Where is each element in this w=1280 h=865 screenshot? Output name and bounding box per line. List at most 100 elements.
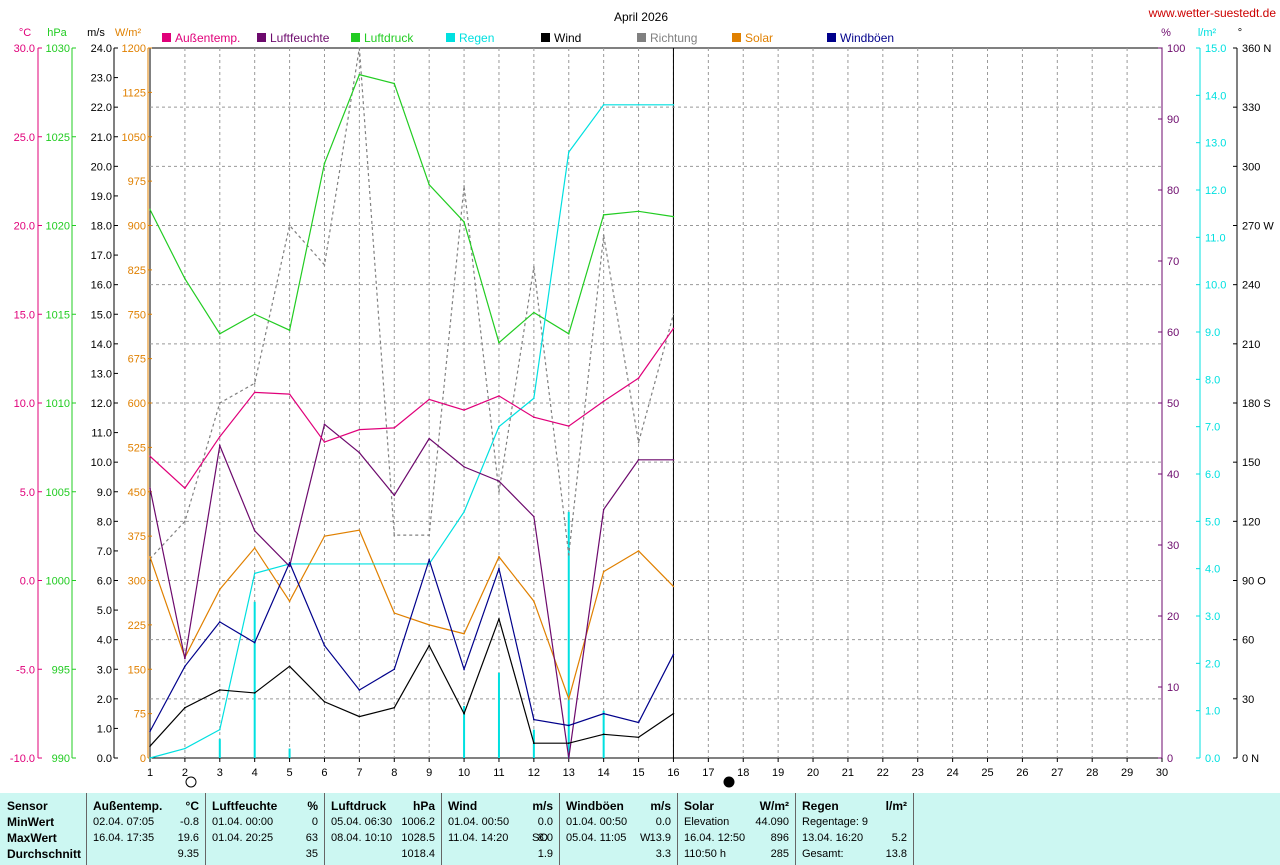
direction-line-point xyxy=(184,520,186,523)
humidity-line-point xyxy=(498,480,500,482)
humidity-line-point xyxy=(533,515,535,518)
solar-tick-label: 825 xyxy=(128,265,146,277)
wind-line-point xyxy=(498,618,500,620)
gust-line-point xyxy=(463,668,465,671)
direction-line-point xyxy=(288,224,291,227)
solar-line-point xyxy=(288,600,291,603)
legend-swatch xyxy=(637,33,646,42)
stats-solar-min: 44.090 xyxy=(755,816,789,828)
humidity-line-point xyxy=(288,565,291,568)
legend-label: Windböen xyxy=(840,31,894,45)
site-link[interactable]: www.wetter-suestedt.de xyxy=(1148,6,1277,20)
gust-line-point xyxy=(533,718,535,721)
pressure-line-point xyxy=(463,221,465,223)
gust-line-point xyxy=(393,668,396,671)
wind-tick-label: 12.0 xyxy=(91,398,112,410)
x-tick-label: 7 xyxy=(356,767,362,779)
wind-line-point xyxy=(428,644,430,647)
rain-cumulative-line-point xyxy=(463,511,465,513)
rain-cumulative-line-point xyxy=(184,747,186,750)
x-tick-label: 30 xyxy=(1156,767,1168,779)
pressure-line-point xyxy=(358,73,361,76)
rain-cumulative-line-point xyxy=(358,563,361,565)
stats-rain-max-time: 13.04. 16:20 xyxy=(802,832,864,844)
rain-cumulative-line-point xyxy=(218,728,221,731)
pressure-line-point xyxy=(288,329,291,332)
rain-cumulative-line-point xyxy=(672,104,675,106)
rain-cumulative-line-point xyxy=(602,104,605,106)
rain-tick-label: 1.0 xyxy=(1205,706,1220,718)
rain-tick-label: 5.0 xyxy=(1205,516,1220,528)
wind-tick-label: 11.0 xyxy=(91,428,112,440)
rain-cumulative-line-point xyxy=(637,104,640,106)
rain-tick-label: 13.0 xyxy=(1205,138,1226,150)
wind-line-point xyxy=(393,706,396,709)
dir-axis-unit: ° xyxy=(1238,27,1242,39)
pressure-line-point xyxy=(218,332,221,335)
direction-line-point xyxy=(672,313,675,316)
stats-wind-avg: 1.9 xyxy=(537,848,553,860)
dir-tick-label: 120 xyxy=(1242,516,1260,528)
pressure-line xyxy=(149,73,674,344)
legend: Außentemp. Luftfeuchte Luftdruck Regen Wind R… xyxy=(162,31,894,45)
x-tick-label: 22 xyxy=(877,767,889,779)
weather-chart: April 2026 www.wetter-suestedt.de Außent… xyxy=(10,6,1277,788)
wind-tick-label: 8.0 xyxy=(97,516,112,528)
stats-solar-max-time: 16.04. 12:50 xyxy=(684,832,746,844)
stats-gust-max-dir: W xyxy=(640,832,651,844)
wind-tick-label: 5.0 xyxy=(97,605,112,617)
press-tick-label: 1000 xyxy=(46,576,70,588)
wind-line xyxy=(149,617,674,747)
legend-label: Luftdruck xyxy=(364,31,414,45)
rain-cumulative-line-point xyxy=(428,563,430,565)
press-tick-label: 1010 xyxy=(46,398,70,410)
stats-humid-max: 63 xyxy=(305,832,318,844)
stats-solar-max: 896 xyxy=(770,832,789,844)
temperature-line-point xyxy=(637,377,640,379)
direction-line-point xyxy=(602,234,605,237)
legend-swatch xyxy=(351,33,360,42)
direction-line-point xyxy=(637,441,640,444)
x-tick-label: 16 xyxy=(667,767,679,779)
wind-line-point xyxy=(253,692,256,694)
temperature-line-point xyxy=(498,395,500,397)
solar-line-point xyxy=(672,585,675,588)
x-tick-label: 4 xyxy=(252,767,258,779)
stats-temp-min-time: 02.04. 07:05 xyxy=(93,816,155,828)
solar-line-point xyxy=(253,547,256,549)
wind-line-point xyxy=(149,745,151,747)
stats-solar-avg: 285 xyxy=(770,848,789,860)
pressure-line-point xyxy=(323,162,326,165)
humidity-line xyxy=(149,423,674,759)
series-layer xyxy=(149,47,675,759)
x-tick-label: 15 xyxy=(632,767,644,779)
direction-line-point xyxy=(393,534,396,536)
gust-line-point xyxy=(184,665,186,668)
legend-label: Regen xyxy=(459,31,494,45)
x-tick-label: 28 xyxy=(1086,767,1098,779)
rain-daily-bar xyxy=(288,748,291,758)
humidity-line-point xyxy=(253,530,256,532)
wind-line-point xyxy=(358,715,361,718)
solar-tick-label: 450 xyxy=(128,487,146,499)
x-tick-label: 26 xyxy=(1016,767,1028,779)
stats-header-sensor: Sensor xyxy=(7,799,48,813)
press-tick-label: 1015 xyxy=(46,309,70,321)
rain-tick-label: 3.0 xyxy=(1205,611,1220,623)
stats-gust-min: 0.0 xyxy=(655,816,671,828)
solar-line-point xyxy=(637,550,640,552)
rain-cumulative-line-point xyxy=(498,425,500,428)
stats-humid-title: Luftfeuchte xyxy=(212,799,278,813)
rain-daily-bar xyxy=(567,511,570,758)
direction-line-point xyxy=(218,402,221,404)
wind-tick-label: 6.0 xyxy=(97,576,112,588)
stats-temp-min: -0.8 xyxy=(180,816,199,828)
dir-tick-label: 180 S xyxy=(1242,398,1271,410)
legend-swatch xyxy=(732,33,741,42)
rain-tick-label: 9.0 xyxy=(1205,327,1220,339)
humidity-line-point xyxy=(567,757,570,759)
wind-axis-unit: m/s xyxy=(87,27,105,39)
wind-tick-label: 1.0 xyxy=(97,723,112,735)
humidity-line-point xyxy=(184,657,186,660)
grid xyxy=(149,47,1163,759)
